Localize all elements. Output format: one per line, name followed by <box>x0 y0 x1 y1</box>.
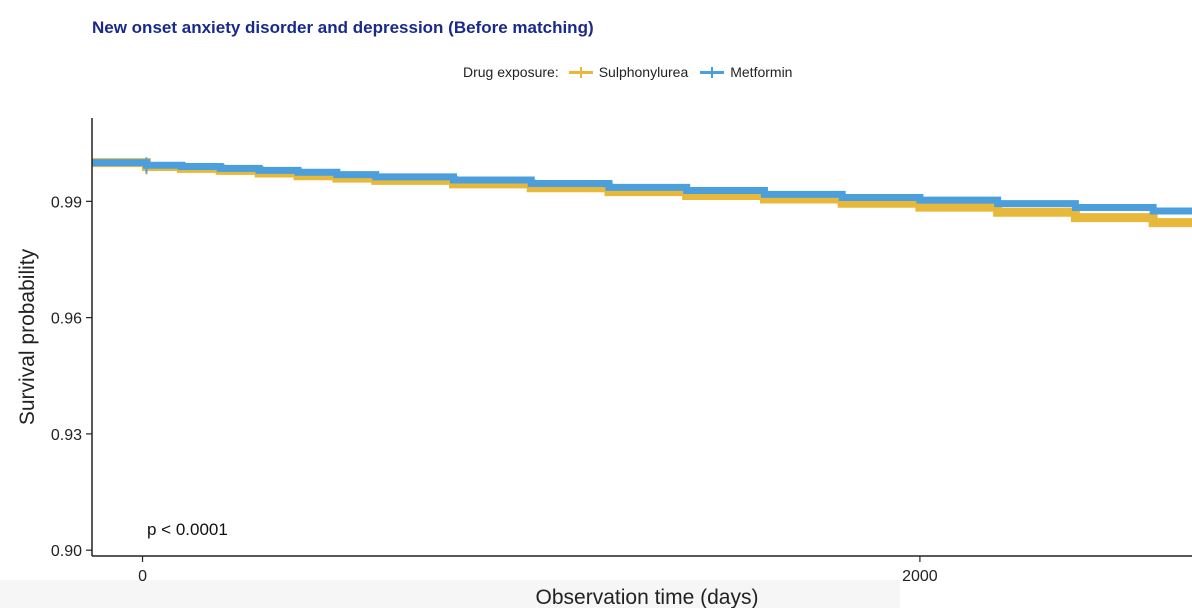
x-ticks: 0 2000 <box>138 556 938 585</box>
legend-item-sulphonylurea: Sulphonylurea <box>568 64 689 80</box>
y-tick-label: 0.93 <box>51 427 82 444</box>
y-tick-label: 0.99 <box>51 194 82 211</box>
curve-metformin <box>92 159 1192 215</box>
legend-label-metformin: Metformin <box>730 64 793 80</box>
legend-key-metformin <box>700 65 725 79</box>
y-tick-label: 0.96 <box>51 311 82 328</box>
y-ticks: 0.90 0.93 0.96 0.99 <box>51 194 92 560</box>
x-tick-label: 2000 <box>902 568 938 585</box>
legend-item-metformin: Metformin <box>700 64 792 80</box>
x-axis-title: Observation time (days) <box>536 586 759 608</box>
curves-group <box>92 157 1192 228</box>
legend-title: Drug exposure: <box>463 64 559 80</box>
legend-label-sulphonylurea: Sulphonylurea <box>598 64 689 80</box>
y-axis-title: Survival probability <box>16 248 39 425</box>
legend-key-sulphonylurea <box>568 65 593 79</box>
chart-legend: Drug exposure: Sulphonylurea Metformin <box>463 64 804 80</box>
y-tick-label: 0.90 <box>51 543 82 560</box>
p-value-annotation: p < 0.0001 <box>147 520 228 539</box>
x-tick-label: 0 <box>138 568 147 585</box>
chart-title: New onset anxiety disorder and depressio… <box>92 18 594 37</box>
bottom-band <box>0 580 900 608</box>
